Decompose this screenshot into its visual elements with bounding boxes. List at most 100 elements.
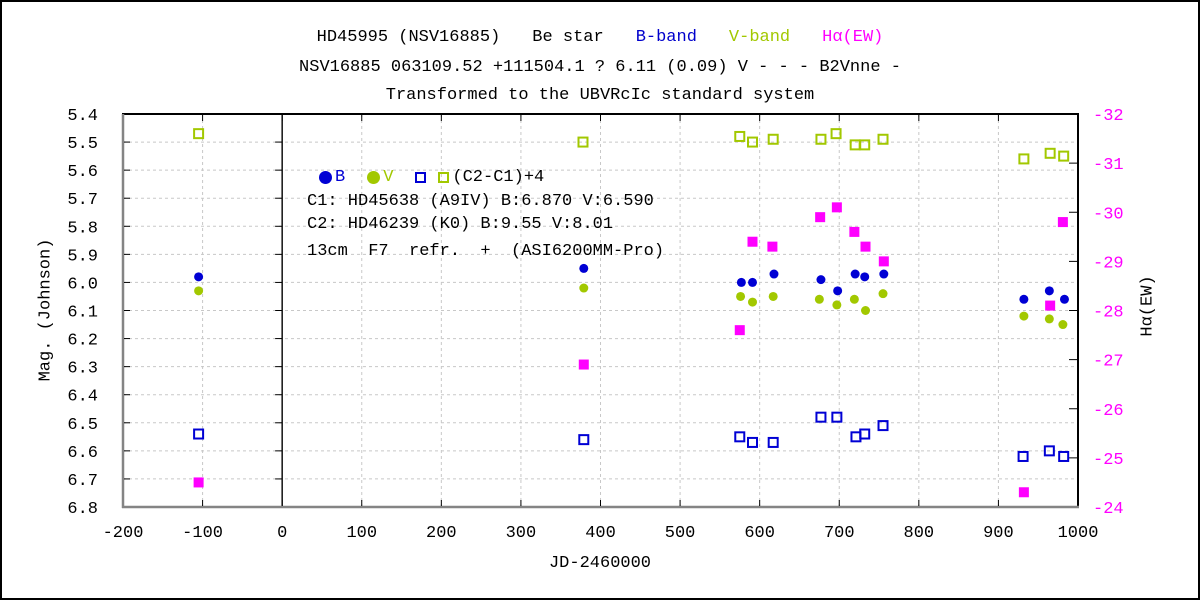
chart-subtitle-system: Transformed to the UBVRcIc standard syst… xyxy=(385,86,815,105)
legend-comparison-star-2: C2: HD46239 (K0) B:9.55 V:8.01 xyxy=(307,215,614,234)
data-point-halpha-ew xyxy=(815,212,826,223)
data-point-c2c1-b xyxy=(578,434,590,446)
x-tick-label: 0 xyxy=(277,524,287,543)
data-point-b-band xyxy=(769,269,779,279)
x-tick-label: 300 xyxy=(506,524,537,543)
series-c2c1-b xyxy=(193,411,1070,462)
data-point-c2c1-b xyxy=(1043,445,1055,457)
data-point-b-band xyxy=(1059,294,1069,304)
data-point-c2c1-v xyxy=(815,133,827,145)
data-point-v-band xyxy=(579,283,589,293)
data-point-c2c1-v xyxy=(1044,147,1056,159)
data-point-c2c1-b xyxy=(859,428,871,440)
y-tick-label-right: -26 xyxy=(1093,402,1124,421)
x-tick-label: -200 xyxy=(103,524,144,543)
data-point-v-band xyxy=(748,297,758,307)
data-point-c2c1-v xyxy=(1058,150,1070,162)
x-tick-label: 100 xyxy=(346,524,377,543)
chart-title-segment-3: V-band xyxy=(728,28,791,47)
y-tick-label-left: 6.0 xyxy=(67,275,98,294)
gridlines xyxy=(123,114,1078,507)
data-point-v-band xyxy=(736,291,746,301)
data-point-b-band xyxy=(1044,286,1054,296)
x-tick-label: 700 xyxy=(824,524,855,543)
data-point-halpha-ew xyxy=(767,241,778,252)
y-tick-label-left: 6.2 xyxy=(67,332,98,351)
y-tick-label-left: 6.6 xyxy=(67,444,98,463)
y-tick-label-right: -28 xyxy=(1093,304,1124,323)
y-tick-label-right: -32 xyxy=(1093,107,1124,126)
data-point-c2c1-b xyxy=(815,411,827,423)
series-v-band xyxy=(194,283,1068,330)
chart-subtitle-star-info: NSV16885 063109.52 +111504.1 ? 6.11 (0.0… xyxy=(299,58,901,77)
data-point-c2c1-v xyxy=(830,128,842,140)
y-tick-label-right: -27 xyxy=(1093,353,1124,372)
data-point-b-band xyxy=(194,272,204,282)
data-point-c2c1-b xyxy=(1017,450,1029,462)
y-tick-label-right: -24 xyxy=(1093,500,1124,519)
data-point-v-band xyxy=(849,294,859,304)
data-point-c2c1-v xyxy=(734,130,746,142)
data-point-b-band xyxy=(736,277,746,287)
data-point-b-band xyxy=(748,277,758,287)
legend-series-line: B V (C2-C1)+4 xyxy=(319,168,544,187)
data-point-c2c1-b xyxy=(734,431,746,443)
chart-title-segment-4: Hα(EW) xyxy=(822,28,884,47)
data-point-v-band xyxy=(768,291,778,301)
data-point-b-band xyxy=(579,263,589,273)
legend-c2c1-b-marker-icon xyxy=(415,172,427,183)
data-point-c2c1-v xyxy=(1018,153,1030,165)
y-tick-label-left: 6.4 xyxy=(67,388,98,407)
y-tick-label-left: 6.7 xyxy=(67,472,98,491)
data-point-halpha-ew xyxy=(878,256,889,267)
y-tick-label-left: 5.4 xyxy=(67,107,98,126)
legend-v-marker-icon xyxy=(367,171,381,184)
y-tick-label-right: -29 xyxy=(1093,254,1124,273)
x-tick-label: 1000 xyxy=(1058,524,1099,543)
data-point-halpha-ew xyxy=(831,202,842,213)
data-point-halpha-ew xyxy=(1057,217,1068,228)
data-point-c2c1-v xyxy=(859,139,871,151)
data-point-c2c1-v xyxy=(193,128,205,140)
data-point-b-band xyxy=(833,286,843,296)
data-point-b-band xyxy=(879,269,889,279)
y-tick-label-left: 5.5 xyxy=(67,135,98,154)
y-tick-label-left: 6.1 xyxy=(67,304,98,323)
legend-equipment: 13cm F7 refr. + (ASI6200MM-Pro) xyxy=(307,242,665,261)
y-tick-label-left: 5.9 xyxy=(67,247,98,266)
y-tick-label-right: -31 xyxy=(1093,156,1124,175)
legend-b-label: B xyxy=(335,168,346,187)
data-point-c2c1-v xyxy=(767,133,779,145)
y-tick-label-left: 5.7 xyxy=(67,191,98,210)
legend-comparison-star-1: C1: HD45638 (A9IV) B:6.870 V:6.590 xyxy=(307,192,654,211)
y-tick-label-right: -30 xyxy=(1093,205,1124,224)
series-b-band xyxy=(194,263,1069,304)
x-tick-label: 400 xyxy=(585,524,616,543)
data-point-b-band xyxy=(850,269,860,279)
data-point-v-band xyxy=(1019,311,1029,321)
data-point-c2c1-v xyxy=(747,136,759,148)
chart-title-segment-0: HD45995 (NSV16885) xyxy=(316,28,501,47)
y-tick-label-left: 6.3 xyxy=(67,360,98,379)
y-tick-label-right: -25 xyxy=(1093,451,1124,470)
data-point-b-band xyxy=(1019,294,1029,304)
y-axis-label-right: Hα(EW) xyxy=(1138,275,1158,337)
data-point-halpha-ew xyxy=(849,226,860,237)
x-axis-label: JD-2460000 xyxy=(548,554,652,573)
data-point-c2c1-b xyxy=(767,436,779,448)
data-point-b-band xyxy=(816,275,826,285)
series-c2c1-v xyxy=(193,128,1070,165)
data-point-c2c1-b xyxy=(1058,450,1070,462)
data-point-halpha-ew xyxy=(860,241,871,252)
legend-v-label: V xyxy=(383,168,394,187)
y-tick-label-left: 6.8 xyxy=(67,500,98,519)
data-point-c2c1-b xyxy=(193,428,205,440)
data-point-v-band xyxy=(861,306,871,315)
data-point-b-band xyxy=(860,272,870,282)
data-point-c2c1-b xyxy=(831,411,843,423)
data-point-c2c1-b xyxy=(747,436,759,448)
data-point-halpha-ew xyxy=(747,236,758,247)
data-point-c2c1-b xyxy=(877,420,889,432)
